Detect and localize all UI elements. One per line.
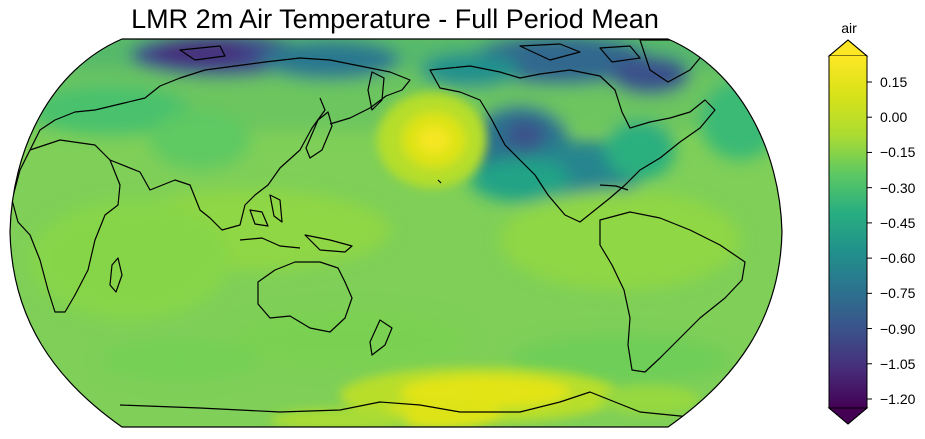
colorbar-tick-label: −0.30: [880, 179, 916, 196]
colorbar: [827, 39, 872, 425]
colorbar-tick-label: −0.60: [880, 250, 916, 267]
colorbar-gradient: [829, 56, 867, 408]
colorbar-tick-label: 0.00: [880, 109, 908, 126]
map-title: LMR 2m Air Temperature - Full Period Mea…: [131, 4, 659, 34]
colorbar-tick-label: −0.45: [880, 214, 916, 231]
colorbar-extend-min: [827, 407, 869, 425]
colorbar-tick-label: −0.90: [880, 320, 916, 337]
colorbar-tick-label: −0.15: [880, 144, 916, 161]
colorbar-tick-label: −1.05: [880, 355, 916, 372]
colorbar-tick-label: −1.20: [880, 391, 916, 407]
colorbar-tick-label: 0.15: [880, 74, 908, 90]
colorbar-label: air: [841, 20, 857, 36]
colorbar-extend-max: [827, 39, 869, 57]
map-boundary: [9, 38, 783, 428]
colorbar-tick-label: −0.75: [880, 285, 916, 302]
